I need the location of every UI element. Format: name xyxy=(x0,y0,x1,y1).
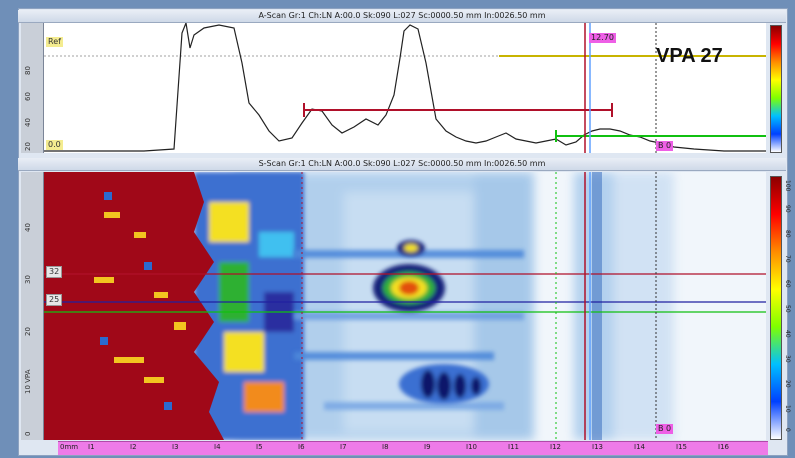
sscan-tick: 40 xyxy=(24,223,32,232)
gate-b-tag: B 0 xyxy=(656,141,674,151)
x-tick: I7 xyxy=(340,443,347,451)
x-tick: I6 xyxy=(298,443,305,451)
sscan-tick: 10 VPA xyxy=(24,369,32,394)
ref-label: Ref xyxy=(46,37,63,47)
x-tick: I4 xyxy=(214,443,221,451)
sscan-vpa-ruler[interactable]: 40 30 20 10 VPA 0 xyxy=(21,172,44,440)
colorbar-label: 100 xyxy=(784,180,791,192)
sscan-image[interactable]: 32 25 B 0 xyxy=(44,172,766,440)
x-tick: I11 xyxy=(508,443,519,451)
colorbar-label: 90 xyxy=(784,205,791,213)
ascan-tick: 20 xyxy=(24,142,32,151)
x-tick: I1 xyxy=(88,443,95,451)
sscan-gate-b-tag: B 0 xyxy=(656,424,674,434)
vpa-label: VPA 27 xyxy=(656,45,723,67)
zero-label: 0.0 xyxy=(46,140,63,150)
colorbar-label: 50 xyxy=(784,305,791,313)
x-tick: I14 xyxy=(634,443,645,451)
x-tick: I16 xyxy=(718,443,729,451)
ascan-tick: 40 xyxy=(24,118,32,127)
colorbar-label: 70 xyxy=(784,255,791,263)
colorbar-label: 60 xyxy=(784,280,791,288)
sscan-tick: 30 xyxy=(24,275,32,284)
x-tick: I12 xyxy=(550,443,561,451)
ascan-title: A-Scan Gr:1 Ch:LN A:00.0 Sk:090 L:027 Sc… xyxy=(18,10,786,23)
x-tick: 0mm xyxy=(60,443,79,451)
ascan-colorbar xyxy=(770,25,782,153)
x-tick: I10 xyxy=(466,443,477,451)
meas-line-tag: 25 xyxy=(46,294,63,306)
ascan-waveform-svg xyxy=(44,23,766,153)
cursor-value-tag: 12.70 xyxy=(589,33,616,43)
colorbar-label: 20 xyxy=(784,380,791,388)
ascan-plot[interactable]: Ref 0.0 12.70 B 0 VPA 27 xyxy=(44,23,766,153)
scan-axis-ruler[interactable]: 0mm I1 I2 I3 I4 I5 I6 I7 I8 I9 I10 I11 I… xyxy=(58,441,768,455)
colorbar-labels: 100 90 80 70 60 50 40 30 20 10 0 xyxy=(783,180,793,436)
ascan-tick: 60 xyxy=(24,92,32,101)
ascan-tick: 80 xyxy=(24,66,32,75)
ref-line-tag: 32 xyxy=(46,266,63,278)
x-tick: I15 xyxy=(676,443,687,451)
sscan-title: S-Scan Gr:1 Ch:LN A:00.0 Sk:090 L:027 Sc… xyxy=(18,158,786,171)
x-tick: I5 xyxy=(256,443,263,451)
sscan-tick: 20 xyxy=(24,327,32,336)
colorbar-label: 30 xyxy=(784,355,791,363)
colorbar-label: 40 xyxy=(784,330,791,338)
colorbar-label: 80 xyxy=(784,230,791,238)
sscan-tick: 0 xyxy=(24,431,32,436)
x-tick: I13 xyxy=(592,443,603,451)
ascan-amplitude-ruler[interactable]: 80 60 40 20 xyxy=(21,23,44,153)
colorbar-label: 10 xyxy=(784,405,791,413)
x-tick: I8 xyxy=(382,443,389,451)
sscan-heatmap-svg xyxy=(44,172,766,440)
colorbar-label: 0 xyxy=(784,428,791,432)
x-tick: I3 xyxy=(172,443,179,451)
x-tick: I2 xyxy=(130,443,137,451)
ascan-signal xyxy=(44,23,766,152)
sscan-colorbar xyxy=(770,176,782,440)
x-tick: I9 xyxy=(424,443,431,451)
